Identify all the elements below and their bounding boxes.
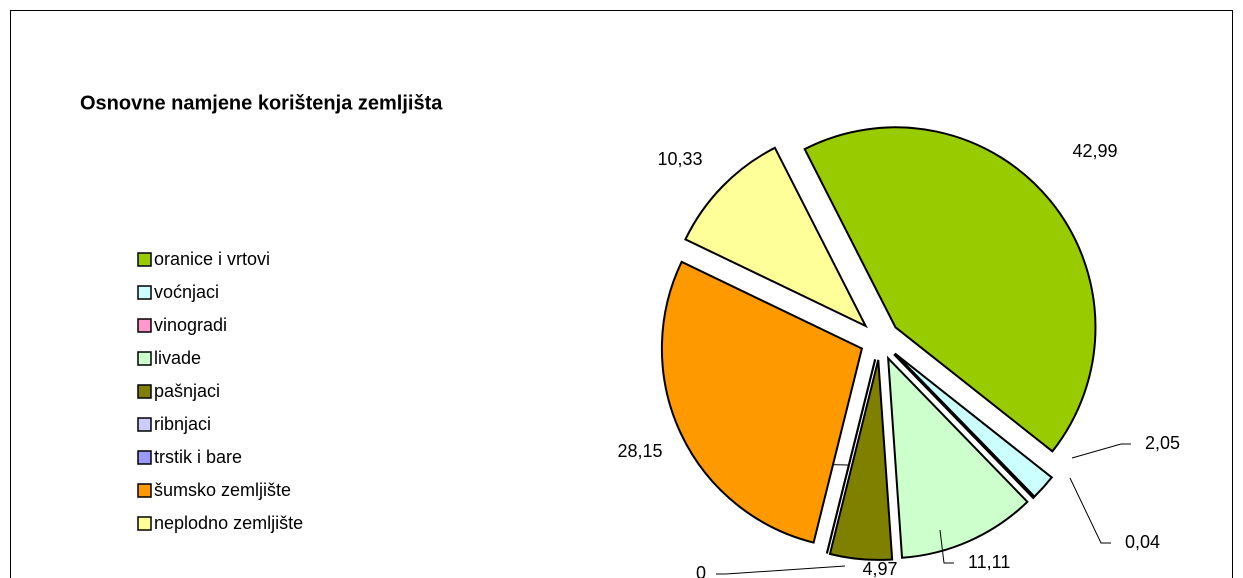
- pie-slice: [886, 355, 1029, 559]
- pie-slice: [803, 126, 1097, 453]
- legend-label: neplodno zemljište: [154, 513, 303, 533]
- pie-slice: [894, 352, 1054, 499]
- legend-label: vinogradi: [154, 315, 227, 335]
- legend-label: trstik i bare: [154, 447, 242, 467]
- data-label: 4,97: [862, 559, 897, 578]
- leader-line: [1071, 443, 1131, 459]
- leader-line: [716, 565, 846, 575]
- pie-slice: [684, 146, 868, 329]
- pie-slice: [660, 260, 864, 544]
- legend-swatch: [137, 285, 152, 300]
- legend-swatch: [137, 252, 152, 267]
- data-label: 0,04: [1125, 532, 1160, 552]
- legend-label: voćnjaci: [154, 282, 219, 302]
- data-label: 11,11: [968, 552, 1010, 572]
- leader-line: [1069, 477, 1111, 544]
- data-label: 0: [696, 563, 706, 578]
- pie-slice: [893, 353, 1035, 500]
- legend-swatch: [137, 351, 152, 366]
- chart-title: Osnovne namjene korištenja zemljišta: [80, 92, 443, 114]
- chart-frame: [10, 10, 1233, 578]
- legend-swatch: [137, 384, 152, 399]
- data-label: 42,99: [1072, 141, 1117, 161]
- pie-slice: [828, 359, 894, 561]
- legend-label: pašnjaci: [154, 381, 220, 401]
- pie-slice: [825, 359, 877, 554]
- leader-line: [939, 529, 954, 564]
- legend-swatch: [137, 417, 152, 432]
- legend-swatch: [137, 483, 152, 498]
- legend-swatch: [137, 450, 152, 465]
- legend-swatch: [137, 318, 152, 333]
- legend-label: ribnjaci: [154, 414, 211, 434]
- data-label: 2,05: [1145, 433, 1180, 453]
- legend-label: livade: [154, 348, 201, 368]
- legend-swatch: [137, 516, 152, 531]
- legend-label: oranice i vrtovi: [154, 249, 270, 269]
- data-label: 10,33: [657, 149, 702, 169]
- legend-label: šumsko zemljište: [154, 480, 291, 500]
- data-label: 28,15: [617, 441, 662, 461]
